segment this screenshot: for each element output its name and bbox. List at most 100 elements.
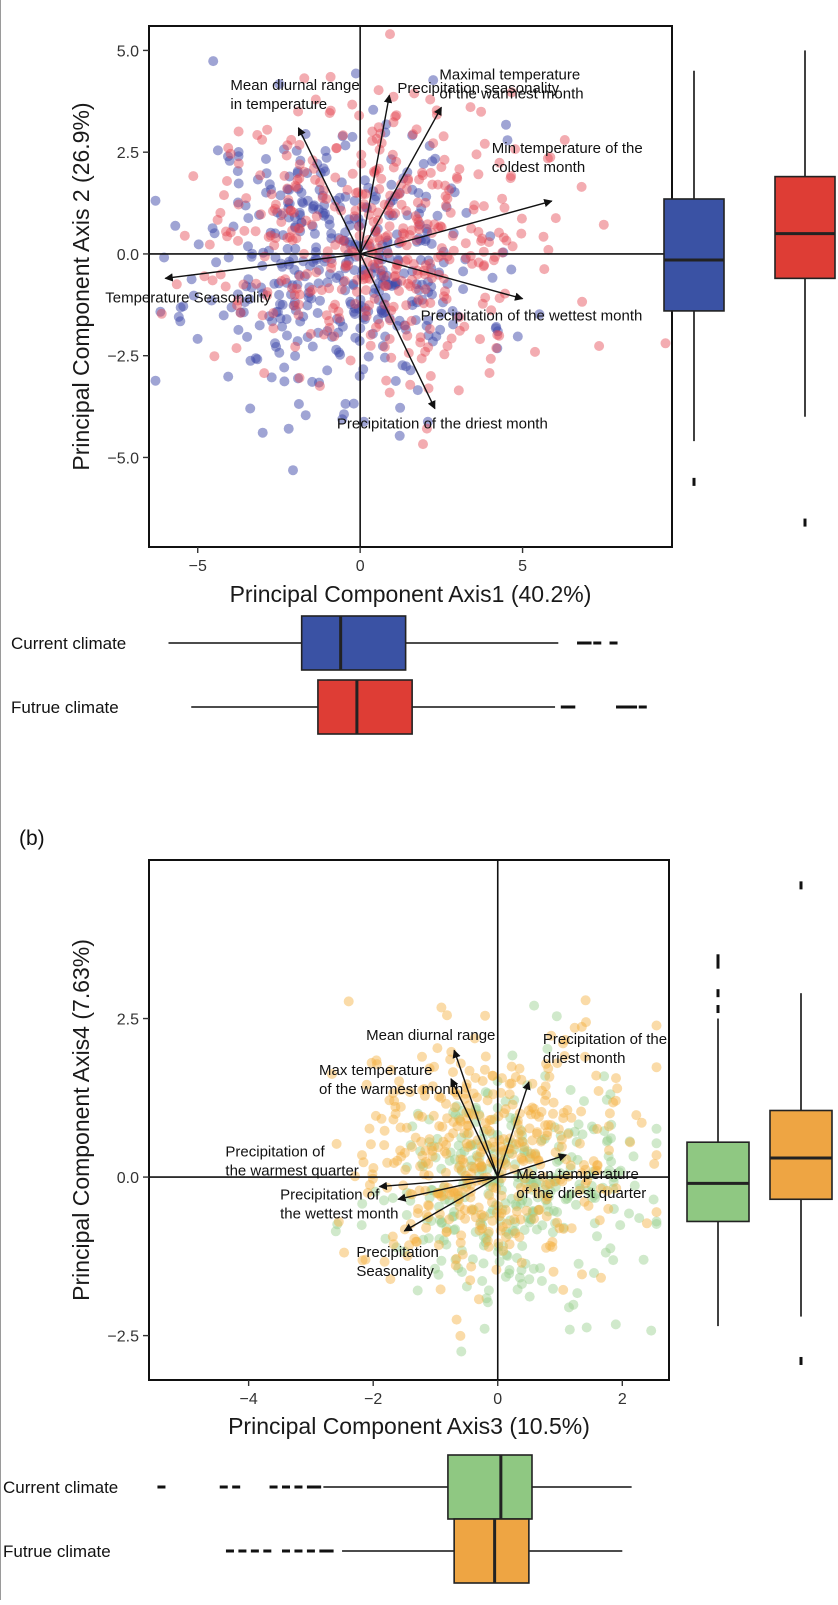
scatter-point [193, 239, 204, 250]
scatter-point [243, 241, 253, 252]
scatter-point [438, 1235, 449, 1246]
scatter-point [455, 1115, 466, 1125]
scatter-point [446, 333, 457, 344]
scatter-point [404, 230, 415, 240]
scatter-point [388, 301, 399, 312]
loading-label: Max temperature of the warmest month [319, 1062, 463, 1098]
scatter-point [592, 1231, 602, 1242]
scatter-point [275, 190, 286, 201]
scatter-point [232, 295, 243, 306]
scatter-point [580, 995, 591, 1006]
scatter-point [370, 194, 380, 205]
scatter-point [278, 208, 289, 219]
scatter-point [261, 154, 271, 164]
scatter-point [335, 202, 346, 213]
loading-label-line: the wettest month [280, 1205, 398, 1222]
scatter-point [548, 1205, 559, 1216]
scatter-point [392, 260, 403, 271]
scatter-point [534, 1204, 545, 1215]
y-tick-label: −5.0 [107, 450, 139, 467]
scatter-point [651, 1020, 662, 1031]
scatter-point [429, 219, 440, 230]
scatter-point [401, 205, 412, 216]
scatter-point [418, 158, 429, 169]
scatter-point [335, 234, 346, 245]
scatter-point [410, 1132, 421, 1143]
scatter-point [403, 278, 413, 289]
scatter-point [439, 291, 449, 302]
scatter-point [504, 1143, 515, 1154]
scatter-point [391, 1242, 402, 1253]
scatter-point [473, 169, 484, 180]
scatter-point [440, 286, 450, 297]
scatter-point [365, 329, 376, 340]
scatter-point [252, 130, 263, 140]
scatter-point [326, 263, 337, 273]
scatter-point [526, 1148, 537, 1159]
scatter-point [560, 1194, 571, 1205]
scatter-point [350, 68, 361, 79]
scatter-point [434, 1234, 445, 1244]
scatter-point [458, 266, 469, 277]
scatter-point [525, 1177, 536, 1188]
scatter-point [423, 315, 434, 326]
scatter-point [481, 1233, 492, 1244]
scatter-point [451, 1314, 462, 1325]
scatter-point [284, 198, 295, 209]
scatter-point [379, 1140, 390, 1151]
scatter-point [564, 1324, 575, 1335]
scatter-point [483, 1228, 494, 1239]
scatter-point [401, 1122, 412, 1133]
scatter-point [602, 1185, 613, 1196]
scatter-point [542, 1127, 553, 1138]
scatter-point [451, 1101, 462, 1112]
scatter-point [382, 235, 393, 246]
scatter-point [417, 167, 428, 178]
loading-label-line: Mean diurnal range [230, 77, 359, 94]
scatter-point [453, 1263, 464, 1274]
scatter-point [441, 1226, 452, 1237]
scatter-point [324, 283, 335, 294]
box-outlier [716, 954, 720, 963]
scatter-point [385, 1274, 396, 1285]
scatter-point [433, 222, 444, 233]
scatter-point [373, 258, 384, 269]
scatter-point [501, 1226, 512, 1237]
scatter-point [530, 1149, 541, 1160]
scatter-point [422, 416, 433, 427]
scatter-point [462, 1129, 473, 1140]
scatter-point [357, 1150, 367, 1161]
scatter-point [589, 1268, 599, 1278]
scatter-point [316, 285, 327, 296]
scatter-point [478, 261, 489, 272]
scatter-point [414, 174, 425, 185]
scatter-point [302, 269, 312, 279]
x-tick-label: 5 [518, 558, 527, 575]
scatter-point [296, 187, 307, 198]
scatter-point [554, 1223, 565, 1234]
scatter-point [501, 1218, 512, 1229]
scatter-point [254, 210, 265, 220]
scatter-point [233, 324, 244, 335]
scatter-point [496, 1185, 507, 1196]
scatter-point [314, 265, 324, 275]
scatter-point [284, 171, 295, 182]
scatter-point [444, 254, 455, 265]
scatter-point [295, 210, 306, 221]
scatter-point [577, 1129, 588, 1140]
scatter-point [530, 346, 540, 357]
scatter-point [482, 1124, 492, 1135]
scatter-point [284, 232, 295, 243]
scatter-point [270, 228, 281, 239]
scatter-point [605, 1243, 616, 1254]
box-outlier [567, 705, 576, 709]
loading-arrow [359, 106, 442, 255]
scatter-point [497, 1221, 508, 1232]
scatter-point [510, 1228, 521, 1239]
scatter-point [520, 1177, 531, 1188]
scatter-point [509, 1226, 520, 1237]
scatter-point [423, 287, 434, 298]
scatter-point [482, 1297, 493, 1308]
scatter-point [427, 1145, 438, 1156]
